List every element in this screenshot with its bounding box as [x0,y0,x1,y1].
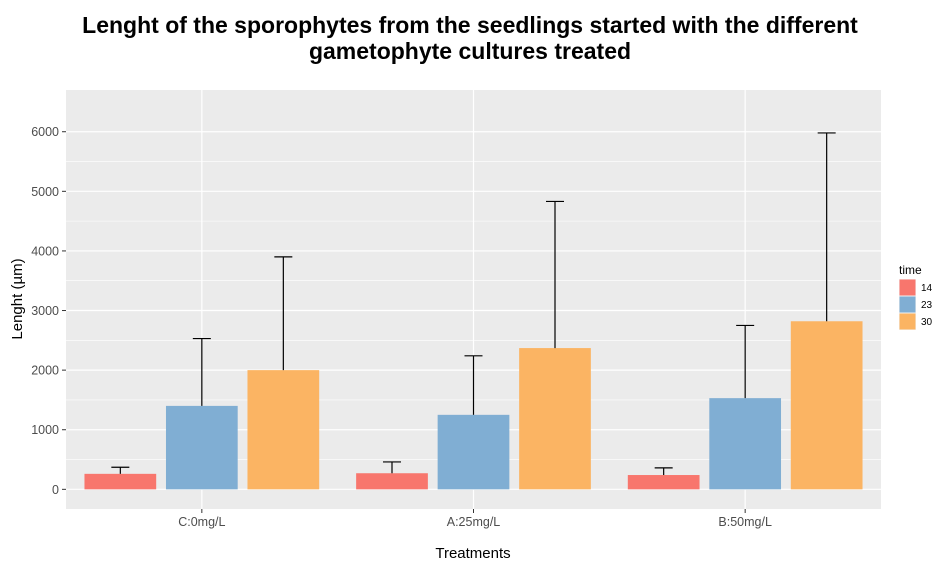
y-tick-label: 3000 [31,304,59,318]
y-tick-label: 0 [52,483,59,497]
x-tick-label: A:25mg/L [447,515,501,529]
legend-label: 14 [921,283,933,294]
bar [247,370,320,490]
y-tick-label: 5000 [31,185,59,199]
legend-key [899,313,916,330]
chart-title-line-1: Lenght of the sporophytes from the seedl… [82,12,858,38]
y-tick-label: 1000 [31,423,59,437]
legend-key [899,279,916,296]
bar [356,473,428,490]
bar [627,475,700,490]
legend: time 14 23 30 [899,263,933,330]
legend-key [899,296,916,313]
bar [84,473,157,490]
bar [709,398,782,490]
y-tick-label: 2000 [31,364,59,378]
y-tick-label: 6000 [31,125,59,139]
x-tick-label: C:0mg/L [178,515,225,529]
bar [437,414,510,490]
y-axis-ticks: 0 1000 2000 3000 4000 5000 6000 [31,125,66,497]
x-axis-ticks: C:0mg/L A:25mg/L B:50mg/L [178,509,772,529]
bar [519,348,591,490]
bar [790,321,863,490]
bars [84,321,863,490]
error-bars [111,132,836,476]
y-axis-title: Lenght (µm) [9,258,26,339]
legend-label: 30 [921,317,933,328]
y-tick-label: 4000 [31,244,59,258]
legend-label: 23 [921,300,933,311]
x-axis-title: Treatments [435,545,510,561]
x-tick-label: B:50mg/L [718,515,772,529]
bar [165,405,238,490]
legend-title: time [899,263,922,277]
chart-title-line-2: gametophyte cultures treated [309,38,631,64]
